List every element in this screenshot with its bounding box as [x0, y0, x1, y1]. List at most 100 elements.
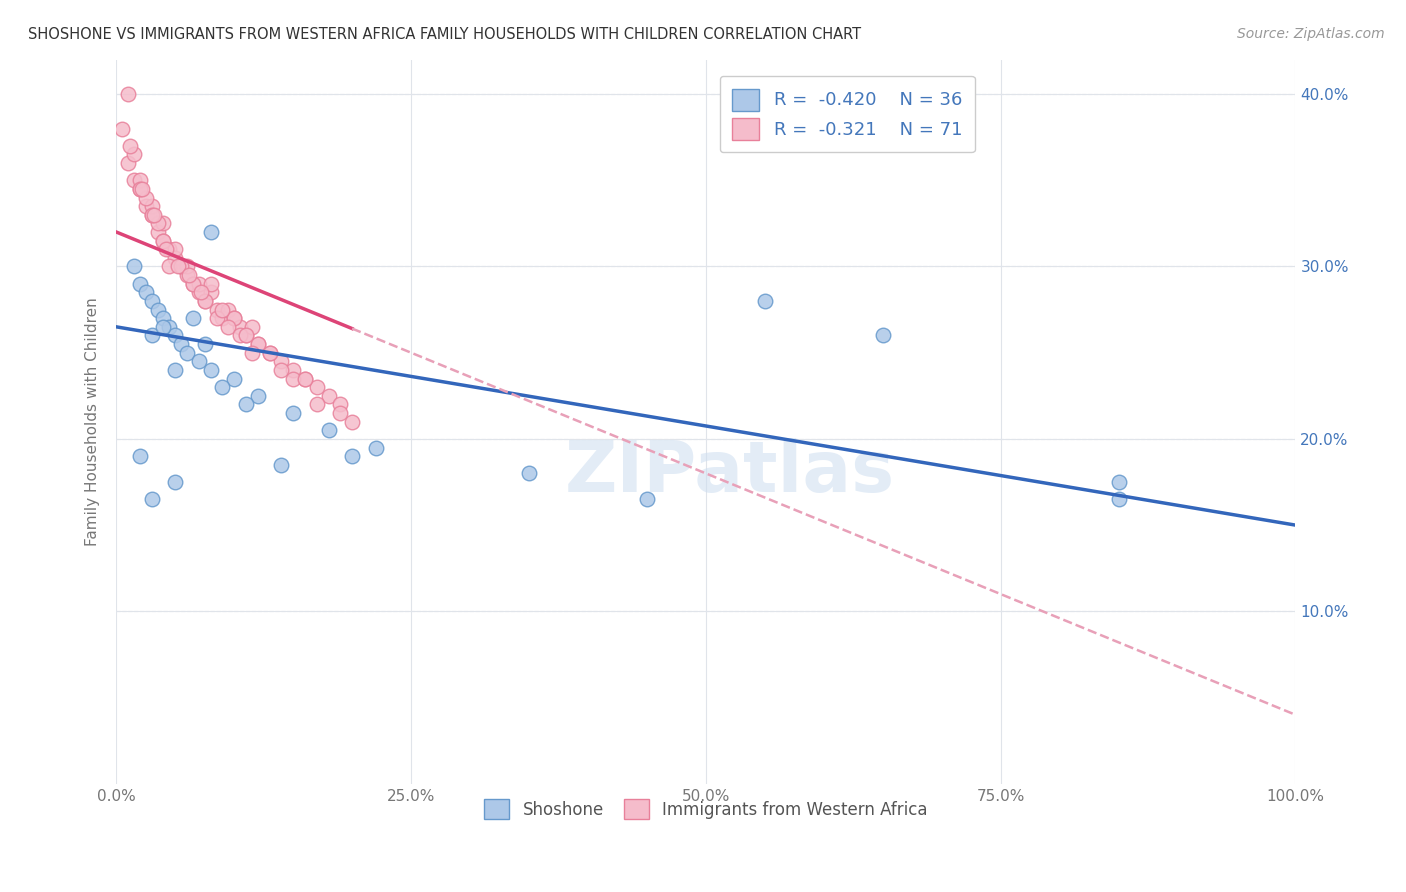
Point — [246, 337, 269, 351]
Point — [281, 363, 304, 377]
Point — [122, 173, 145, 187]
Point — [246, 337, 269, 351]
Point — [117, 87, 139, 101]
Point — [318, 389, 340, 403]
Point — [329, 397, 352, 411]
Point — [187, 277, 209, 291]
Point — [517, 467, 540, 481]
Point — [165, 475, 187, 489]
Point — [187, 285, 209, 300]
Point — [179, 268, 201, 282]
Point — [224, 311, 246, 326]
Point — [141, 293, 163, 308]
Point — [194, 293, 217, 308]
Point — [281, 406, 304, 420]
Point — [152, 311, 174, 326]
Point — [181, 311, 204, 326]
Point — [294, 371, 316, 385]
Point — [1108, 492, 1130, 507]
Point — [122, 147, 145, 161]
Point — [120, 138, 142, 153]
Point — [200, 285, 222, 300]
Point — [229, 319, 252, 334]
Point — [128, 182, 150, 196]
Point — [194, 337, 217, 351]
Point — [155, 242, 177, 256]
Point — [128, 173, 150, 187]
Point — [152, 234, 174, 248]
Point — [176, 268, 198, 282]
Point — [235, 397, 257, 411]
Point — [636, 492, 658, 507]
Point — [246, 389, 269, 403]
Point — [131, 182, 153, 196]
Point — [146, 225, 169, 239]
Point — [364, 441, 387, 455]
Point — [170, 337, 193, 351]
Point — [122, 260, 145, 274]
Point — [217, 319, 239, 334]
Point — [146, 302, 169, 317]
Point — [157, 260, 180, 274]
Point — [259, 345, 281, 359]
Point — [340, 449, 363, 463]
Point — [240, 319, 263, 334]
Point — [200, 225, 222, 239]
Point — [141, 208, 163, 222]
Legend: Shoshone, Immigrants from Western Africa: Shoshone, Immigrants from Western Africa — [478, 792, 934, 826]
Point — [754, 293, 776, 308]
Point — [176, 260, 198, 274]
Y-axis label: Family Households with Children: Family Households with Children — [86, 297, 100, 546]
Point — [170, 260, 193, 274]
Point — [135, 190, 157, 204]
Point — [157, 319, 180, 334]
Point — [176, 345, 198, 359]
Text: ZIPatlas: ZIPatlas — [564, 438, 894, 507]
Point — [217, 302, 239, 317]
Point — [141, 492, 163, 507]
Point — [305, 397, 328, 411]
Point — [157, 242, 180, 256]
Point — [211, 311, 233, 326]
Point — [270, 354, 292, 368]
Point — [170, 260, 193, 274]
Text: Source: ZipAtlas.com: Source: ZipAtlas.com — [1237, 27, 1385, 41]
Point — [200, 363, 222, 377]
Point — [181, 277, 204, 291]
Point — [211, 380, 233, 394]
Point — [224, 311, 246, 326]
Point — [872, 328, 894, 343]
Point — [128, 449, 150, 463]
Point — [152, 216, 174, 230]
Point — [111, 121, 134, 136]
Point — [205, 311, 228, 326]
Point — [190, 285, 212, 300]
Point — [200, 277, 222, 291]
Point — [141, 199, 163, 213]
Point — [152, 234, 174, 248]
Point — [117, 156, 139, 170]
Point — [240, 345, 263, 359]
Point — [181, 277, 204, 291]
Point — [259, 345, 281, 359]
Point — [318, 423, 340, 437]
Point — [235, 328, 257, 343]
Point — [187, 354, 209, 368]
Point — [1108, 475, 1130, 489]
Point — [165, 251, 187, 265]
Point — [340, 415, 363, 429]
Point — [165, 363, 187, 377]
Point — [329, 406, 352, 420]
Point — [135, 199, 157, 213]
Point — [305, 380, 328, 394]
Point — [141, 328, 163, 343]
Point — [141, 208, 163, 222]
Point — [229, 328, 252, 343]
Point — [128, 277, 150, 291]
Point — [146, 216, 169, 230]
Point — [294, 371, 316, 385]
Point — [211, 302, 233, 317]
Point — [143, 208, 166, 222]
Text: SHOSHONE VS IMMIGRANTS FROM WESTERN AFRICA FAMILY HOUSEHOLDS WITH CHILDREN CORRE: SHOSHONE VS IMMIGRANTS FROM WESTERN AFRI… — [28, 27, 862, 42]
Point — [270, 458, 292, 472]
